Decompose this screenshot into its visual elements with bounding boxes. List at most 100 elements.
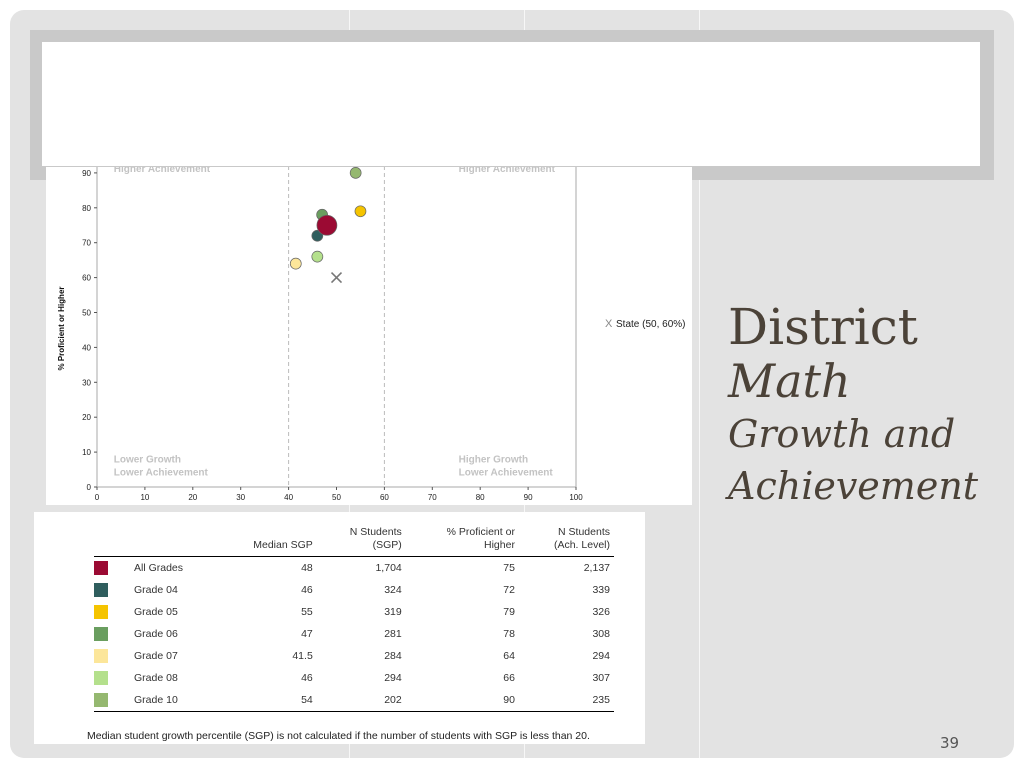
row-pct-proficient: 72	[503, 584, 515, 596]
row-median-sgp: 55	[301, 606, 313, 618]
header-name	[126, 526, 217, 557]
row-n-students-sgp: 324	[384, 584, 402, 596]
x-tick-label: 70	[428, 493, 437, 502]
table-row: Grade 06 47 281 78 308	[94, 623, 614, 645]
x-tick-label: 50	[332, 493, 341, 502]
row-n-students-ach: 235	[592, 694, 610, 706]
row-n-students-ach: 307	[592, 672, 610, 684]
color-swatch	[94, 561, 108, 575]
quadrant-label: Higher Achievement	[459, 167, 556, 175]
row-name: Grade 05	[134, 606, 178, 618]
header-box	[42, 42, 980, 166]
row-color-swatch	[94, 667, 126, 689]
row-name: Grade 06	[134, 628, 178, 640]
color-swatch	[94, 649, 108, 663]
row-pct-proficient: 66	[503, 672, 515, 684]
quadrant-label: Lower Growth	[114, 455, 181, 466]
y-tick-label: 0	[87, 483, 92, 492]
quadrant-label: Higher Growth	[459, 455, 528, 466]
color-swatch	[94, 671, 108, 685]
row-n-students-sgp: 319	[384, 606, 402, 618]
data-point-grade-08	[311, 250, 324, 263]
slide: 0 10 20 30 40 50 60 70 80 90 0 10 20 30 40 50 60 70 80 90 10…	[10, 10, 1014, 758]
y-tick-label: 90	[82, 169, 91, 178]
title-line-growth: Growth and	[728, 412, 956, 456]
row-color-swatch	[94, 645, 126, 667]
header-pct-proficient: % Proficient or Higher	[446, 526, 515, 551]
header-n-students-sgp: N Students (SGP)	[349, 526, 402, 551]
row-n-students-sgp: 294	[384, 672, 402, 684]
quadrant-label: Lower Achievement	[114, 468, 209, 479]
x-tick-label: 60	[380, 493, 389, 502]
row-name: Grade 10	[134, 694, 178, 706]
row-name: Grade 08	[134, 672, 178, 684]
quadrant-label: Higher Achievement	[114, 167, 211, 175]
row-pct-proficient: 90	[503, 694, 515, 706]
slide-title: District Math Growth and Achievement	[728, 300, 978, 512]
state-marker	[330, 272, 343, 284]
data-point-grade-05	[354, 205, 367, 218]
y-tick-label: 60	[82, 274, 91, 283]
row-n-students-sgp: 1,704	[375, 562, 402, 574]
row-n-students-ach: 326	[592, 606, 610, 618]
table-row: Grade 08 46 294 66 307	[94, 667, 614, 689]
row-n-students-ach: 294	[592, 650, 610, 662]
row-name: All Grades	[134, 562, 184, 574]
table-header-row: Median SGP N Students (SGP) % Proficient…	[94, 526, 614, 557]
y-tick-label: 20	[82, 413, 91, 422]
table-row: Grade 07 41.5 284 64 294	[94, 645, 614, 667]
header-band	[30, 30, 994, 180]
color-swatch	[94, 627, 108, 641]
row-color-swatch	[94, 557, 126, 580]
x-tick-label: 30	[236, 493, 245, 502]
x-tick-label: 80	[476, 493, 485, 502]
row-median-sgp: 41.5	[292, 650, 313, 662]
row-name: Grade 04	[134, 584, 178, 596]
row-color-swatch	[94, 579, 126, 601]
table-row: Grade 10 54 202 90 235	[94, 689, 614, 712]
x-tick-label: 20	[188, 493, 197, 502]
data-point-all-grades	[316, 214, 338, 236]
color-swatch	[94, 605, 108, 619]
row-color-swatch	[94, 601, 126, 623]
x-tick-label: 0	[95, 493, 100, 502]
color-swatch	[94, 693, 108, 707]
row-color-swatch	[94, 623, 126, 645]
row-median-sgp: 48	[301, 562, 313, 574]
plot-frame	[96, 137, 577, 488]
table-row: All Grades 48 1,704 75 2,137	[94, 557, 614, 580]
row-median-sgp: 54	[301, 694, 313, 706]
scatter-chart: 0 10 20 30 40 50 60 70 80 90 0 10 20 30 40 50 60 70 80 90 10…	[57, 137, 685, 513]
table-footnote: Median student growth percentile (SGP) i…	[87, 730, 590, 742]
row-n-students-ach: 339	[592, 584, 610, 596]
state-legend-marker: X	[605, 318, 613, 330]
row-median-sgp: 47	[301, 628, 313, 640]
row-pct-proficient: 75	[503, 562, 515, 574]
row-n-students-sgp: 281	[384, 628, 402, 640]
row-pct-proficient: 64	[503, 650, 515, 662]
data-point-grade-07	[289, 257, 302, 270]
table-panel: Median SGP N Students (SGP) % Proficient…	[34, 512, 645, 744]
chart-panel: 0 10 20 30 40 50 60 70 80 90 0 10 20 30 40 50 60 70 80 90 10…	[46, 137, 692, 513]
header-n-students-ach: N Students (Ach. Level)	[553, 526, 610, 551]
x-axis-label: Median SGP	[313, 504, 360, 505]
y-axis-label: % Proficient or Higher	[57, 286, 66, 370]
x-tick-label: 10	[140, 493, 149, 502]
title-line-district: District	[728, 298, 918, 356]
quadrant-label: Lower Achievement	[459, 468, 554, 479]
row-pct-proficient: 78	[503, 628, 515, 640]
state-legend-label: State (50, 60%)	[616, 319, 685, 330]
background-line	[699, 10, 700, 758]
y-tick-label: 70	[82, 239, 91, 248]
page-number: 39	[940, 734, 960, 752]
y-tick-label: 50	[82, 309, 91, 318]
x-tick-label: 100	[569, 493, 583, 502]
row-n-students-sgp: 202	[384, 694, 402, 706]
table-row: Grade 05 55 319 79 326	[94, 601, 614, 623]
row-pct-proficient: 79	[503, 606, 515, 618]
row-name: Grade 07	[134, 650, 178, 662]
header-swatch	[94, 526, 126, 557]
data-table: Median SGP N Students (SGP) % Proficient…	[94, 526, 614, 712]
y-tick-label: 40	[82, 343, 91, 352]
row-median-sgp: 46	[301, 584, 313, 596]
